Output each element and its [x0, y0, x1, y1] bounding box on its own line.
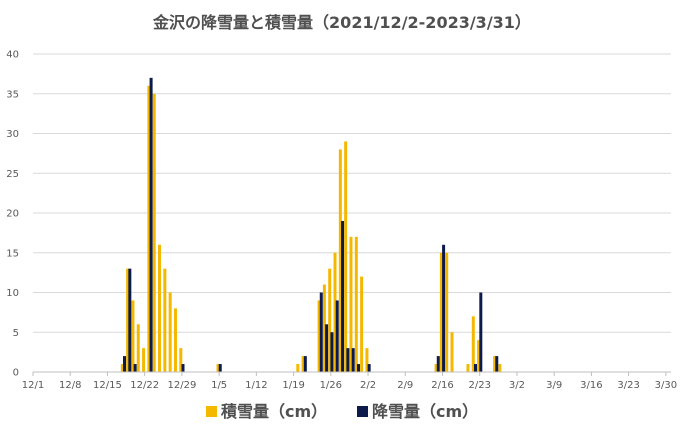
snowfall-bar	[335, 300, 339, 372]
accumulation-bar	[136, 324, 140, 372]
legend: 積雪量（cm） 降雪量（cm）	[206, 402, 478, 421]
accumulation-bar	[434, 364, 438, 372]
snowfall-bar	[479, 292, 483, 372]
y-tick-label: 0	[13, 368, 19, 379]
accumulation-bar	[349, 236, 353, 372]
accumulation-bar	[439, 252, 443, 372]
accumulation-bar	[173, 308, 177, 372]
accumulation-bar	[301, 356, 305, 372]
accumulation-bar	[360, 276, 364, 372]
accumulation-bar	[131, 300, 135, 372]
snowfall-bar	[356, 364, 360, 372]
snowfall-bar	[436, 356, 440, 372]
accumulation-bar	[147, 85, 151, 373]
snowfall-bar	[351, 348, 355, 372]
x-tick-label: 2/16	[431, 380, 453, 391]
legend-swatch-snowfall	[357, 406, 368, 417]
snowfall-bar	[218, 364, 222, 372]
y-tick-label: 30	[6, 129, 19, 140]
accumulation-bar	[158, 244, 162, 372]
y-tick-label: 20	[6, 209, 19, 220]
x-tick-label: 3/30	[655, 380, 677, 391]
accumulation-bar	[328, 268, 332, 372]
x-tick-label: 3/16	[580, 380, 602, 391]
accumulation-bar	[142, 348, 146, 372]
snowfall-bar	[325, 324, 329, 372]
snowfall-bar	[495, 356, 499, 372]
accumulation-bar	[317, 300, 321, 372]
x-tick-label: 1/5	[211, 380, 227, 391]
accumulation-bar	[354, 236, 358, 372]
snowfall-bar	[442, 244, 446, 372]
accumulation-bar	[296, 364, 300, 372]
y-tick-label: 10	[6, 288, 19, 299]
accumulation-bar	[126, 268, 130, 372]
accumulation-bar	[450, 332, 454, 372]
accumulation-bar	[152, 93, 156, 372]
snowfall-bar	[303, 356, 307, 372]
y-tick-label: 35	[6, 89, 19, 100]
snowfall-bar	[149, 77, 153, 372]
x-tick-label: 12/8	[59, 380, 81, 391]
snowfall-bar	[330, 332, 334, 372]
snowfall-bar	[128, 268, 132, 372]
x-tick-label: 3/23	[617, 380, 639, 391]
accumulation-bar	[493, 356, 497, 372]
x-tick-label: 12/1	[22, 380, 44, 391]
y-tick-label: 15	[6, 248, 19, 259]
x-tick-label: 1/12	[245, 380, 267, 391]
snowfall-bar	[133, 364, 137, 372]
x-tick-label: 3/9	[546, 380, 562, 391]
x-tick-label: 12/15	[93, 380, 122, 391]
accumulation-bar	[498, 364, 502, 372]
accumulation-bar	[179, 348, 183, 372]
accumulation-bar	[477, 340, 481, 372]
x-tick-label: 1/19	[282, 380, 304, 391]
snowfall-bar	[367, 364, 371, 372]
accumulation-bar	[333, 252, 337, 372]
x-tick-label: 12/29	[167, 380, 196, 391]
x-tick-label: 12/22	[130, 380, 159, 391]
accumulation-bar	[163, 268, 167, 372]
accumulation-bar	[365, 348, 369, 372]
accumulation-bar	[471, 316, 475, 372]
x-tick-label: 2/2	[360, 380, 376, 391]
x-tick-label: 2/23	[468, 380, 490, 391]
x-tick-label: 3/2	[509, 380, 525, 391]
legend-label-snowfall: 降雪量（cm）	[372, 402, 478, 421]
axis-layer: 0 5 10 15 20 25 30 35 40 12/1 12/8 12/15 12/22 12/29 1…	[6, 50, 677, 392]
x-tick-label: 2/9	[397, 380, 413, 391]
accumulation-bar	[445, 252, 449, 372]
accumulation-bar	[168, 292, 172, 372]
accumulation-bar	[322, 284, 326, 372]
accumulation-bar	[344, 141, 348, 372]
snowfall-bar	[341, 220, 345, 372]
accumulation-bar	[120, 364, 124, 372]
accumulation-bar	[466, 364, 470, 372]
snowfall-bar	[123, 356, 127, 372]
snowfall-bar	[346, 348, 350, 372]
snowfall-bar	[473, 364, 477, 372]
accumulation-bar	[216, 364, 220, 372]
x-tick-label: 1/26	[320, 380, 342, 391]
accumulation-bar	[338, 149, 342, 372]
legend-label-accumulation: 積雪量（cm）	[220, 402, 327, 421]
y-tick-label: 25	[6, 169, 19, 180]
y-tick-label: 40	[6, 50, 19, 61]
legend-swatch-accumulation	[206, 406, 217, 417]
bar-layer	[120, 77, 502, 373]
chart-title: 金沢の降雪量と積雪量（2021/12/2-2023/3/31）	[152, 13, 531, 32]
snowfall-bar	[319, 292, 323, 372]
snowfall-bar	[181, 364, 185, 372]
y-tick-label: 5	[13, 328, 19, 339]
